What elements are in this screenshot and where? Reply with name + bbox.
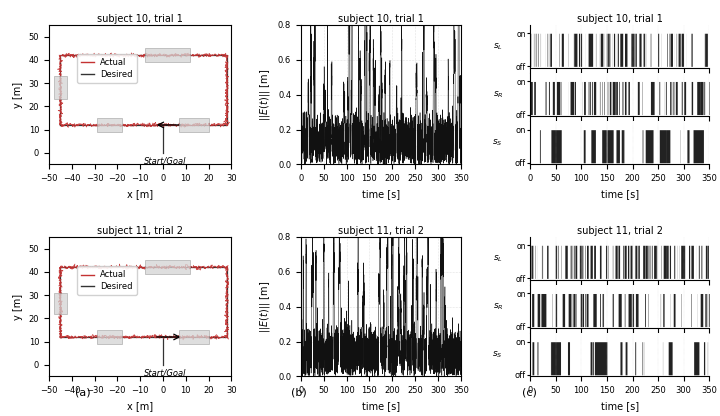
Legend: Actual, Desired: Actual, Desired (77, 54, 137, 83)
FancyBboxPatch shape (145, 48, 190, 62)
Text: Start/Goal: Start/Goal (144, 156, 186, 165)
Title: subject 11, trial 2: subject 11, trial 2 (338, 226, 424, 236)
Text: Start/Goal: Start/Goal (144, 368, 186, 377)
X-axis label: x [m]: x [m] (127, 401, 153, 411)
Y-axis label: $s_R$: $s_R$ (492, 302, 503, 312)
X-axis label: time [s]: time [s] (361, 189, 400, 199)
FancyBboxPatch shape (145, 260, 190, 274)
Y-axis label: $s_S$: $s_S$ (492, 138, 502, 148)
Text: (a): (a) (75, 387, 91, 397)
X-axis label: x [m]: x [m] (127, 189, 153, 199)
Title: subject 10, trial 1: subject 10, trial 1 (97, 14, 183, 24)
Title: subject 10, trial 1: subject 10, trial 1 (577, 14, 662, 24)
X-axis label: time [s]: time [s] (600, 189, 639, 199)
X-axis label: time [s]: time [s] (361, 401, 400, 411)
Title: subject 10, trial 1: subject 10, trial 1 (338, 14, 424, 24)
Y-axis label: y [m]: y [m] (13, 294, 23, 320)
FancyBboxPatch shape (53, 293, 67, 314)
FancyBboxPatch shape (97, 330, 122, 344)
Y-axis label: $||E(t)||$ [m]: $||E(t)||$ [m] (258, 69, 272, 121)
Y-axis label: y [m]: y [m] (13, 82, 23, 108)
FancyBboxPatch shape (53, 76, 67, 99)
FancyBboxPatch shape (179, 330, 209, 344)
X-axis label: time [s]: time [s] (600, 401, 639, 411)
Text: (c): (c) (522, 387, 536, 397)
Title: subject 11, trial 2: subject 11, trial 2 (97, 226, 183, 236)
FancyBboxPatch shape (97, 118, 122, 132)
FancyBboxPatch shape (179, 118, 209, 132)
Y-axis label: $s_L$: $s_L$ (493, 41, 503, 52)
Legend: Actual, Desired: Actual, Desired (77, 266, 137, 295)
Y-axis label: $s_R$: $s_R$ (492, 89, 503, 100)
Y-axis label: $s_S$: $s_S$ (492, 350, 502, 360)
Text: (b): (b) (291, 387, 307, 397)
Title: subject 11, trial 2: subject 11, trial 2 (577, 226, 662, 236)
Y-axis label: $s_L$: $s_L$ (493, 253, 503, 264)
Y-axis label: $||E(t)||$ [m]: $||E(t)||$ [m] (258, 281, 272, 333)
